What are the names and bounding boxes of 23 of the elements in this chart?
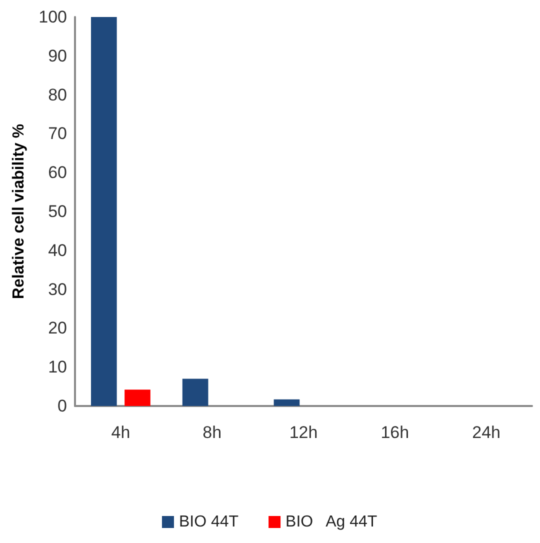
- x-tick-label: 4h: [111, 423, 130, 442]
- bar: [90, 17, 117, 406]
- x-tick-label: 8h: [202, 423, 222, 442]
- legend-label: BIO 44T: [178, 514, 239, 530]
- bar: [182, 378, 208, 406]
- y-tick-label: 10: [48, 358, 67, 377]
- y-tick-label: 80: [48, 85, 67, 104]
- x-tick-label: 12h: [289, 423, 318, 442]
- y-tick-label: 20: [48, 318, 67, 338]
- bar: [124, 390, 150, 406]
- y-tick-label: 70: [48, 124, 67, 144]
- y-tick-label: 30: [48, 280, 67, 299]
- bar: [274, 399, 300, 406]
- y-tick-label: 60: [48, 163, 67, 182]
- y-tick-label: 100: [38, 8, 67, 26]
- y-tick-label: 90: [48, 46, 67, 66]
- y-axis-title: Relative cell viability %: [10, 124, 28, 300]
- y-tick-label: 40: [48, 240, 67, 260]
- legend-label: BIO Ag 44T: [286, 514, 378, 530]
- x-tick-label: 16h: [380, 423, 410, 442]
- y-tick-label: 0: [58, 396, 67, 416]
- x-tick-label: 24h: [472, 423, 500, 442]
- y-tick-label: 50: [48, 202, 67, 221]
